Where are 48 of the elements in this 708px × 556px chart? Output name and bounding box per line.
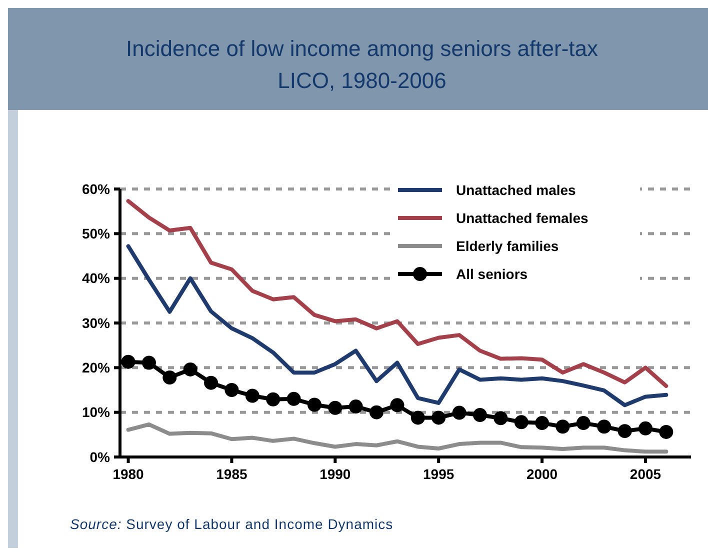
point xyxy=(266,392,280,406)
point xyxy=(576,416,590,430)
legend-label: Elderly families xyxy=(456,238,559,254)
point xyxy=(659,424,674,439)
point xyxy=(348,400,363,414)
y-tick-label: 10% xyxy=(82,404,111,420)
y-tick-label: 30% xyxy=(82,314,111,331)
point xyxy=(121,354,136,369)
line-series xyxy=(126,199,668,388)
legend-label: Unattached females xyxy=(456,210,588,226)
x-tick-label: 1980 xyxy=(112,466,144,482)
line-series xyxy=(126,422,668,454)
point xyxy=(224,383,239,397)
point xyxy=(390,398,404,412)
point xyxy=(638,421,652,436)
legend-label: Unattached males xyxy=(456,182,576,198)
y-tick-label: 60% xyxy=(82,180,111,197)
x-tick-label: 2000 xyxy=(526,466,558,482)
point xyxy=(597,420,612,434)
y-tick-label: 20% xyxy=(82,360,111,376)
point xyxy=(245,388,260,403)
x-tick-label: 1990 xyxy=(320,466,351,482)
point xyxy=(410,410,425,425)
legend-label: All seniors xyxy=(456,266,528,282)
point xyxy=(452,406,466,420)
x-tick-label: 2005 xyxy=(630,466,662,482)
point xyxy=(618,424,632,438)
point xyxy=(472,408,487,422)
point xyxy=(183,362,198,376)
x-tick-label: 1985 xyxy=(216,466,248,482)
x-tick-label: 1995 xyxy=(423,466,454,482)
point xyxy=(142,356,156,370)
point xyxy=(204,376,218,390)
point xyxy=(432,410,446,425)
point xyxy=(556,420,570,434)
y-tick-label: 50% xyxy=(82,226,111,242)
source-note: Source: Survey of Labour and Income Dynamics xyxy=(70,516,394,532)
point xyxy=(370,405,384,420)
chart-title: Incidence of low income among seniors after-tax LICO, 1980-2006 xyxy=(126,36,598,93)
point xyxy=(514,415,528,430)
point xyxy=(307,398,322,412)
point xyxy=(535,416,550,430)
y-tick-label: 0% xyxy=(90,448,111,465)
point xyxy=(328,400,342,415)
point xyxy=(494,411,508,426)
point xyxy=(162,370,177,384)
point xyxy=(286,392,301,406)
y-tick-label: 40% xyxy=(82,270,111,286)
